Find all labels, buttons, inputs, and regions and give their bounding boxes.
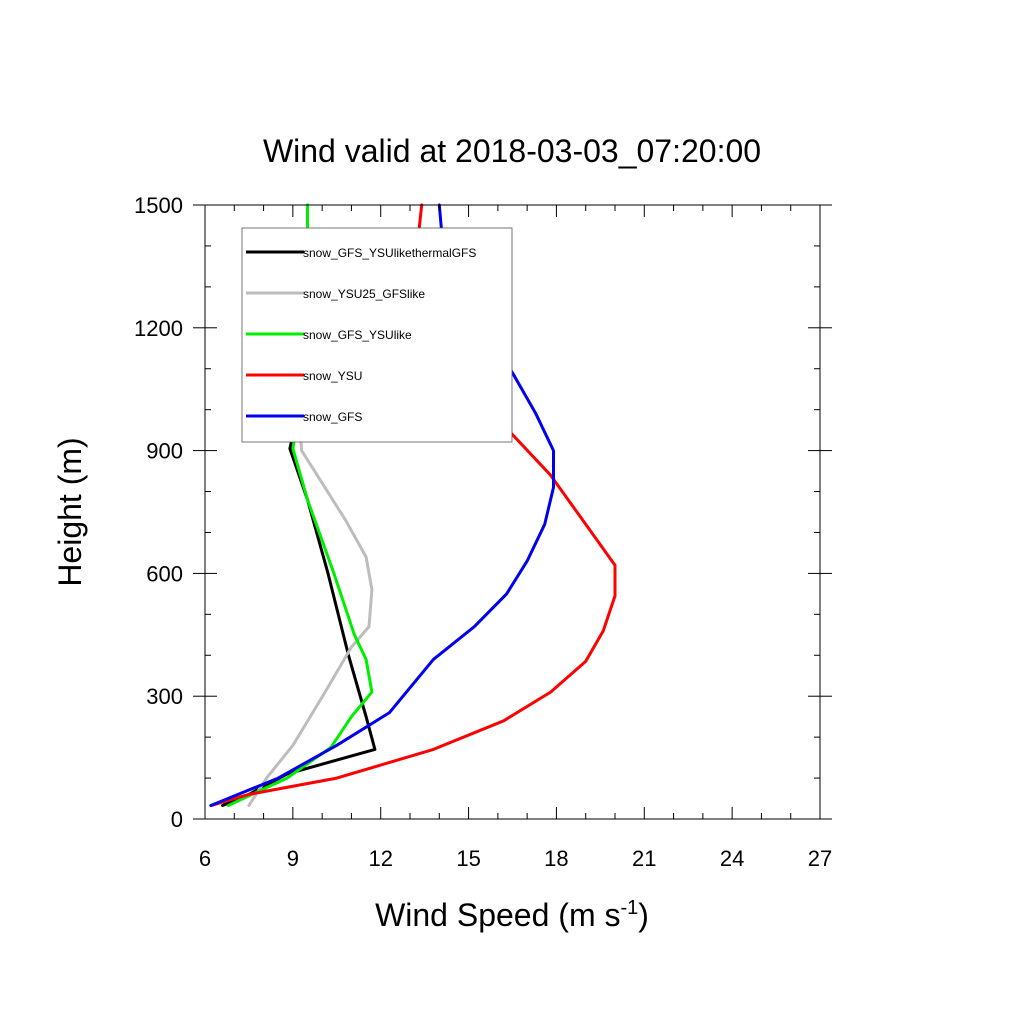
x-axis-title-end: ) [638,897,649,933]
legend-label: snow_YSU [303,369,362,383]
x-axis-title: Wind Speed (m s-1) [375,897,649,933]
y-tick-label: 600 [146,561,183,586]
svg-text:Wind Speed (m s-1): Wind Speed (m s-1) [375,897,649,933]
x-tick-label: 18 [544,846,568,871]
y-tick-label: 0 [171,807,183,832]
legend-label: snow_YSU25_GFSlike [303,287,425,301]
legend: snow_GFS_YSUlikethermalGFS snow_YSU25_GFS… [241,227,513,443]
x-tick-label: 21 [632,846,656,871]
plot-frame [204,204,821,820]
ticks-layer: 6 9 12 15 18 21 24 27 0 300 600 900 1200 1500 [134,193,832,871]
legend-label: snow_GFS_YSUlike [303,328,412,342]
x-axis-title-superscript: -1 [620,897,638,919]
x-tick-label: 15 [456,846,480,871]
legend-label: snow_GFS [303,410,362,424]
y-tick-label: 900 [146,439,183,464]
legend-label: snow_GFS_YSUlikethermalGFS [303,246,476,260]
x-tick-label: 9 [287,846,299,871]
y-axis-title: Height (m) [52,437,88,586]
y-tick-label: 300 [146,684,183,709]
chart-title: Wind valid at 2018-03-03_07:20:00 [263,133,761,169]
x-tick-label: 12 [368,846,392,871]
x-axis-title-text: Wind Speed (m s [375,897,620,933]
x-tick-label: 27 [808,846,832,871]
x-tick-label: 24 [720,846,744,871]
y-tick-label: 1200 [134,316,183,341]
x-tick-label: 6 [199,846,211,871]
y-tick-label: 1500 [134,193,183,218]
